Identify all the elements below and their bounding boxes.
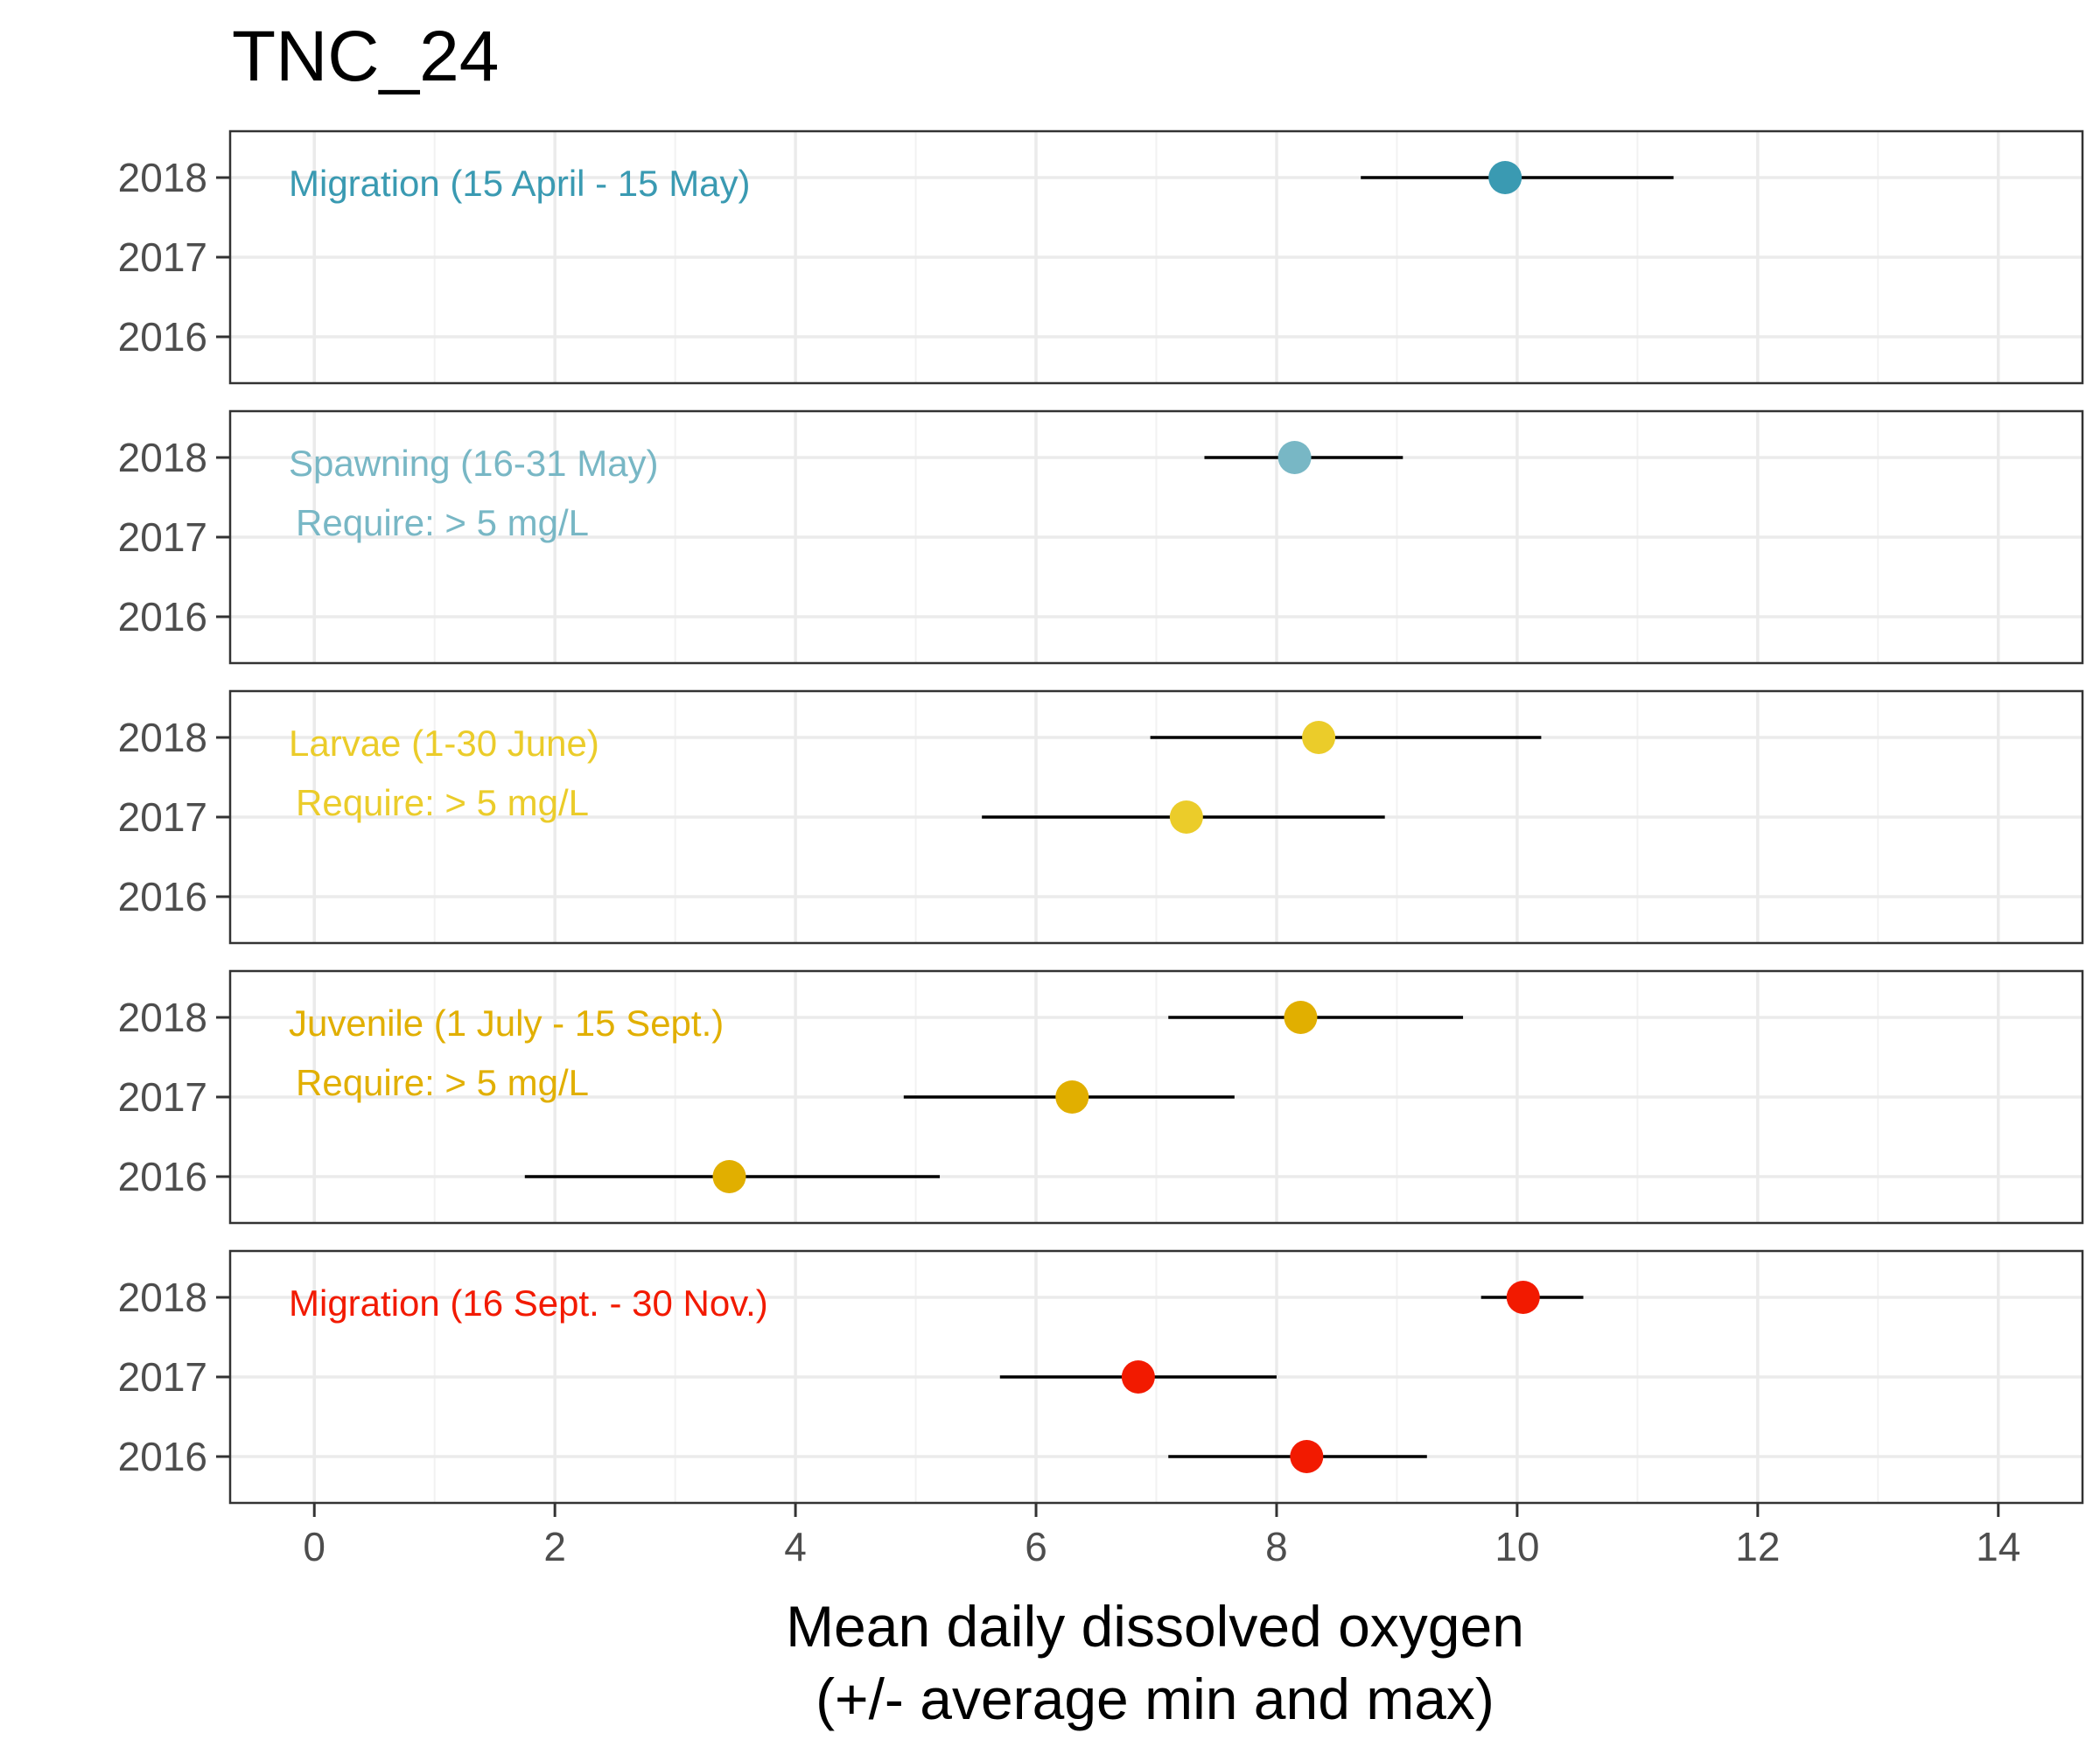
x-tick-label: 10 xyxy=(1494,1524,1539,1569)
y-tick-label: 2018 xyxy=(118,155,207,200)
panel-note: Require: > 5 mg/L xyxy=(296,502,589,543)
x-tick-label: 0 xyxy=(303,1524,326,1569)
panel-border xyxy=(228,129,2084,385)
x-tick-label: 8 xyxy=(1265,1524,1288,1569)
y-tick-label: 2018 xyxy=(118,715,207,760)
data-point xyxy=(712,1160,746,1193)
facet-panel: 2018 2017 2016 Spawning (16-31 May) Require:… xyxy=(118,409,2084,665)
data-point xyxy=(1302,721,1336,754)
y-tick-label: 2016 xyxy=(118,874,207,919)
y-tick-label: 2018 xyxy=(118,1275,207,1320)
facet-panel: 2018 2017 2016 Migration (15 April - 15 May… xyxy=(118,129,2084,385)
y-tick-label: 2018 xyxy=(118,995,207,1040)
panel-label: Spawning (16-31 May) xyxy=(289,443,659,484)
chart-title: TNC_24 xyxy=(232,17,499,96)
x-tick-label: 14 xyxy=(1976,1524,2020,1569)
data-point xyxy=(1278,441,1312,474)
x-tick-label: 6 xyxy=(1025,1524,1047,1569)
facet-panel: 2018 2017 2016 Juvenile (1 July - 15 Sept.)… xyxy=(118,969,2084,1225)
facet-panel: 2018 2017 2016 Larvae (1-30 June) Require: >… xyxy=(118,689,2084,945)
y-tick-label: 2017 xyxy=(118,794,207,840)
y-tick-label: 2016 xyxy=(118,1434,207,1479)
x-axis-label-line-1: Mean daily dissolved oxygen xyxy=(786,1594,1524,1659)
panel-label: Juvenile (1 July - 15 Sept.) xyxy=(289,1003,724,1044)
panel-label: Migration (16 Sept. - 30 Nov.) xyxy=(289,1282,768,1324)
y-tick-label: 2016 xyxy=(118,594,207,639)
y-tick-label: 2018 xyxy=(118,435,207,480)
panel-label: Larvae (1-30 June) xyxy=(289,723,599,764)
x-tick-label: 2 xyxy=(543,1524,566,1569)
panel-label: Migration (15 April - 15 May) xyxy=(289,163,751,204)
facet-panel: 2018 2017 2016 Migration (16 Sept. - 30 Nov… xyxy=(118,1249,2084,1505)
y-tick-label: 2016 xyxy=(118,314,207,360)
data-point xyxy=(1290,1440,1324,1473)
data-point xyxy=(1055,1080,1089,1114)
x-tick-label: 4 xyxy=(784,1524,807,1569)
x-axis-label-line-2: (+/- average min and max) xyxy=(816,1667,1494,1731)
y-tick-label: 2016 xyxy=(118,1154,207,1199)
y-tick-label: 2017 xyxy=(118,1354,207,1400)
data-point xyxy=(1169,800,1203,834)
panel-border xyxy=(228,969,2084,1225)
data-point xyxy=(1488,161,1522,194)
data-point xyxy=(1506,1281,1540,1314)
panel-note: Require: > 5 mg/L xyxy=(296,782,589,823)
y-tick-label: 2017 xyxy=(118,1074,207,1120)
panel-border xyxy=(228,1249,2084,1505)
panel-border xyxy=(228,689,2084,945)
panel-border xyxy=(228,409,2084,665)
x-tick-label: 12 xyxy=(1735,1524,1780,1569)
data-point xyxy=(1121,1360,1155,1394)
y-tick-label: 2017 xyxy=(118,514,207,560)
panel-note: Require: > 5 mg/L xyxy=(296,1062,589,1103)
data-point xyxy=(1284,1001,1318,1034)
y-tick-label: 2017 xyxy=(118,234,207,280)
